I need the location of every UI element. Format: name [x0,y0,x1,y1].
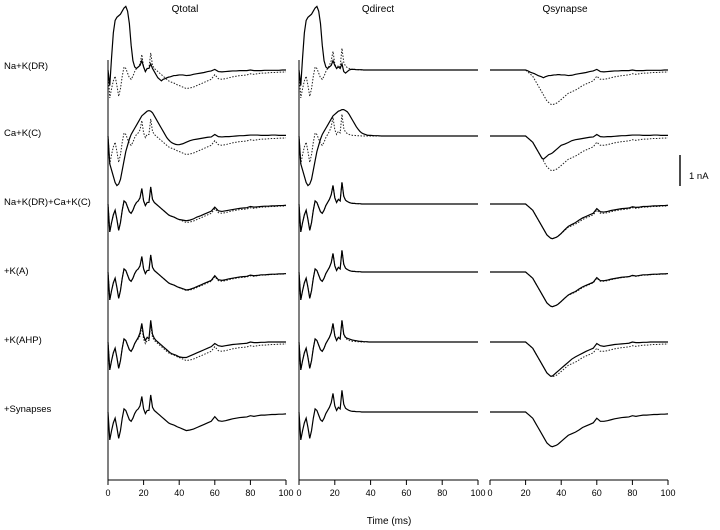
trace-model-row0-qtotal [107,5,286,86]
x-tick-label-qsynapse-60: 60 [592,488,602,498]
trace-model-row5-qsynapse [490,411,669,448]
row-label-0: Na+K(DR) [4,61,48,72]
trace-reference-row2-qsynapse [490,203,669,240]
trace-model-row5-qtotal [107,394,287,441]
trace-model-row4-qsynapse [490,341,668,377]
trace-reference-row0-qsynapse [490,69,669,106]
x-tick-label-qtotal-40: 40 [174,488,184,498]
x-tick-label-qsynapse-40: 40 [556,488,566,498]
x-tick-label-qsynapse-0: 0 [487,488,492,498]
x-tick-label-qdirect-0: 0 [296,488,301,498]
x-tick-label-qdirect-80: 80 [437,488,447,498]
x-tick-label-qtotal-20: 20 [139,488,149,498]
trace-reference-row0-qdirect [298,48,478,98]
row-label-2: Na+K(DR)+Ca+K(C) [4,197,91,208]
x-tick-label-qsynapse-100: 100 [660,488,675,498]
x-tick-label-qdirect-20: 20 [330,488,340,498]
axes: 0 20 40 60 80 100 0 20 40 60 80 100 0 20 40 60 80 100 [105,60,676,498]
x-axis-label: Time (ms) [367,516,412,527]
row-labels: Na+K(DR) Ca+K(C) Na+K(DR)+Ca+K(C) +K(A) … [4,61,91,415]
row-label-3: +K(A) [4,266,29,277]
trace-reference-row1-qdirect [298,114,478,164]
trace-reference-row4-qtotal [107,324,287,370]
trace-model-row1-qtotal [107,109,286,187]
row-label-1: Ca+K(C) [4,128,41,139]
trace-reference-row2-qtotal [107,186,287,232]
row-label-5: +Synapses [4,404,52,415]
column-titles: Qtotal Qdirect Qsynapse [172,4,588,15]
x-tick-label-qtotal-60: 60 [210,488,220,498]
column-title-qsynapse: Qsynapse [542,4,587,15]
trace-model-row2-qdirect [298,182,478,233]
trace-model-row4-qtotal [107,320,286,371]
trace-reference-row3-qtotal [107,254,287,300]
scale-bar: 1 nA [679,155,709,186]
panels [107,5,669,448]
trace-reference-row0-qtotal [107,52,287,98]
scale-bar-label: 1 nA [689,171,709,182]
column-title-qtotal: Qtotal [172,4,199,15]
trace-reference-row4-qsynapse [490,341,669,378]
x-tick-label-qtotal-100: 100 [278,488,293,498]
trace-model-row0-qdirect [298,5,478,86]
x-tick-label-qsynapse-20: 20 [521,488,531,498]
trace-model-row2-qtotal [107,186,287,233]
column-title-qdirect: Qdirect [362,4,394,15]
trace-model-row1-qsynapse [490,133,668,161]
trace-model-row1-qdirect [298,109,478,187]
trace-model-row2-qsynapse [490,203,669,240]
trace-model-row3-qdirect [298,250,478,301]
trace-model-row3-qsynapse [490,271,669,308]
x-tick-label-qsynapse-80: 80 [627,488,637,498]
trace-reference-row1-qtotal [107,118,287,164]
x-tick-label-qtotal-80: 80 [245,488,255,498]
trace-model-row5-qdirect [298,390,478,441]
trace-reference-row1-qsynapse [490,135,669,172]
trace-model-row4-qdirect [298,320,478,371]
x-tick-label-qdirect-40: 40 [366,488,376,498]
x-tick-label-qtotal-0: 0 [105,488,110,498]
trace-model-row3-qtotal [107,254,287,301]
row-label-4: +K(AHP) [4,335,42,346]
x-tick-label-qdirect-60: 60 [401,488,411,498]
trace-model-row0-qsynapse [490,68,668,79]
x-tick-label-qdirect-100: 100 [470,488,485,498]
